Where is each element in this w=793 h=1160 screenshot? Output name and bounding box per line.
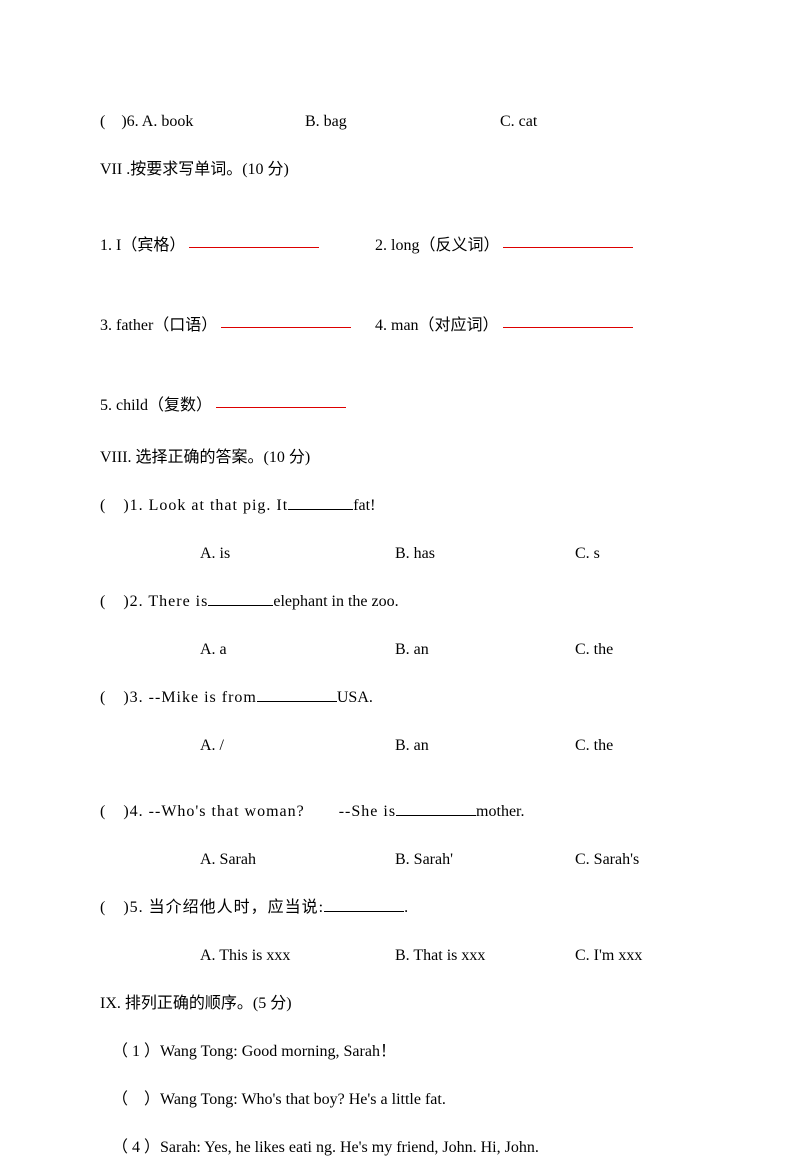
s8-q4-a: A. Sarah [200, 848, 395, 872]
fill2-blank[interactable] [503, 247, 633, 248]
s8-q4-b: B. Sarah' [395, 848, 575, 872]
fill-row-3: 5. child（复数） [100, 366, 708, 418]
s8-q3-c: C. the [575, 734, 613, 758]
fill4-label: 4. man（对应词） [375, 317, 499, 334]
fill3-label: 3. father（口语） [100, 317, 217, 334]
s8-q5-tail: . [404, 899, 408, 916]
fill-item-4: 4. man（对应词） [375, 314, 633, 338]
s8-q1-stem: ( )1. Look at that pig. It [100, 497, 288, 514]
s8-q5-options: A. This is xxx B. That is xxx C. I'm xxx [100, 944, 708, 968]
s8-q4-tail: mother. [476, 803, 524, 820]
section7-title: VII .按要求写单词。(10 分) [100, 158, 708, 182]
s8-q5-a: A. This is xxx [200, 944, 395, 968]
s8-q1-blank[interactable] [288, 509, 353, 510]
section9-title: IX. 排列正确的顺序。(5 分) [100, 992, 708, 1016]
s8-q2-tail: elephant in the zoo. [273, 593, 398, 610]
s8-q2-blank[interactable] [208, 605, 273, 606]
s9-line1: （ 1 ）Wang Tong: Good morning, Sarah！ [100, 1040, 708, 1064]
s8-q3-tail: USA. [337, 689, 373, 706]
fill5-blank[interactable] [216, 407, 346, 408]
s8-q1-options: A. is B. has C. s [100, 542, 708, 566]
s8-q5-b: B. That is xxx [395, 944, 575, 968]
fill-item-1: 1. I（宾格） [100, 234, 375, 258]
s8-q1-a: A. is [200, 542, 395, 566]
s8-q5-stem: ( )5. 当介绍他人时，应当说: [100, 899, 324, 916]
fill3-blank[interactable] [221, 327, 351, 328]
fill-item-3: 3. father（口语） [100, 314, 375, 338]
s8-q4-blank[interactable] [396, 815, 476, 816]
s8-q4-c: C. Sarah's [575, 848, 639, 872]
s8-q2-c: C. the [575, 638, 613, 662]
s9-line2: （ ）Wang Tong: Who's that boy? He's a lit… [100, 1088, 708, 1112]
s8-q4-stem: ( )4. --Who's that woman? --She is [100, 803, 396, 820]
s8-q1-tail: fat! [353, 497, 375, 514]
s8-q1-b: B. has [395, 542, 575, 566]
s8-q1: ( )1. Look at that pig. It fat! [100, 494, 708, 518]
s8-q5: ( )5. 当介绍他人时，应当说:. [100, 896, 708, 920]
s8-q5-c: C. I'm xxx [575, 944, 642, 968]
s9-line3: （ 4 ）Sarah: Yes, he likes eati ng. He's … [100, 1136, 708, 1160]
fill1-label: 1. I（宾格） [100, 237, 185, 254]
s8-q3: ( )3. --Mike is from USA. [100, 686, 708, 710]
fill-row-2: 3. father（口语） 4. man（对应词） [100, 286, 708, 338]
s8-q1-c: C. s [575, 542, 600, 566]
s8-q3-stem: ( )3. --Mike is from [100, 689, 257, 706]
s8-q2-stem: ( )2. There is [100, 593, 208, 610]
s8-q2: ( )2. There is elephant in the zoo. [100, 590, 708, 614]
s8-q3-a: A. / [200, 734, 395, 758]
s8-q2-a: A. a [200, 638, 395, 662]
s8-q2-b: B. an [395, 638, 575, 662]
s8-q2-options: A. a B. an C. the [100, 638, 708, 662]
fill2-label: 2. long（反义词） [375, 237, 499, 254]
section8-title: VIII. 选择正确的答案。(10 分) [100, 446, 708, 470]
q6-row: ( )6. A. book B. bag C. cat [100, 110, 708, 134]
fill-item-2: 2. long（反义词） [375, 234, 633, 258]
s8-q3-blank[interactable] [257, 701, 337, 702]
q6-stem: ( )6. A. book [100, 110, 305, 134]
s8-q5-blank[interactable] [324, 911, 404, 912]
fill5-label: 5. child（复数） [100, 397, 212, 414]
q6-option-c: C. cat [500, 110, 537, 134]
s8-q3-options: A. / B. an C. the [100, 734, 708, 758]
s8-q4: ( )4. --Who's that woman? --She is mother… [100, 800, 708, 824]
fill-row-1: 1. I（宾格） 2. long（反义词） [100, 206, 708, 258]
s8-q3-b: B. an [395, 734, 575, 758]
s8-q4-options: A. Sarah B. Sarah' C. Sarah's [100, 848, 708, 872]
fill-item-5: 5. child（复数） [100, 394, 375, 418]
q6-option-b: B. bag [305, 110, 500, 134]
fill1-blank[interactable] [189, 247, 319, 248]
fill4-blank[interactable] [503, 327, 633, 328]
